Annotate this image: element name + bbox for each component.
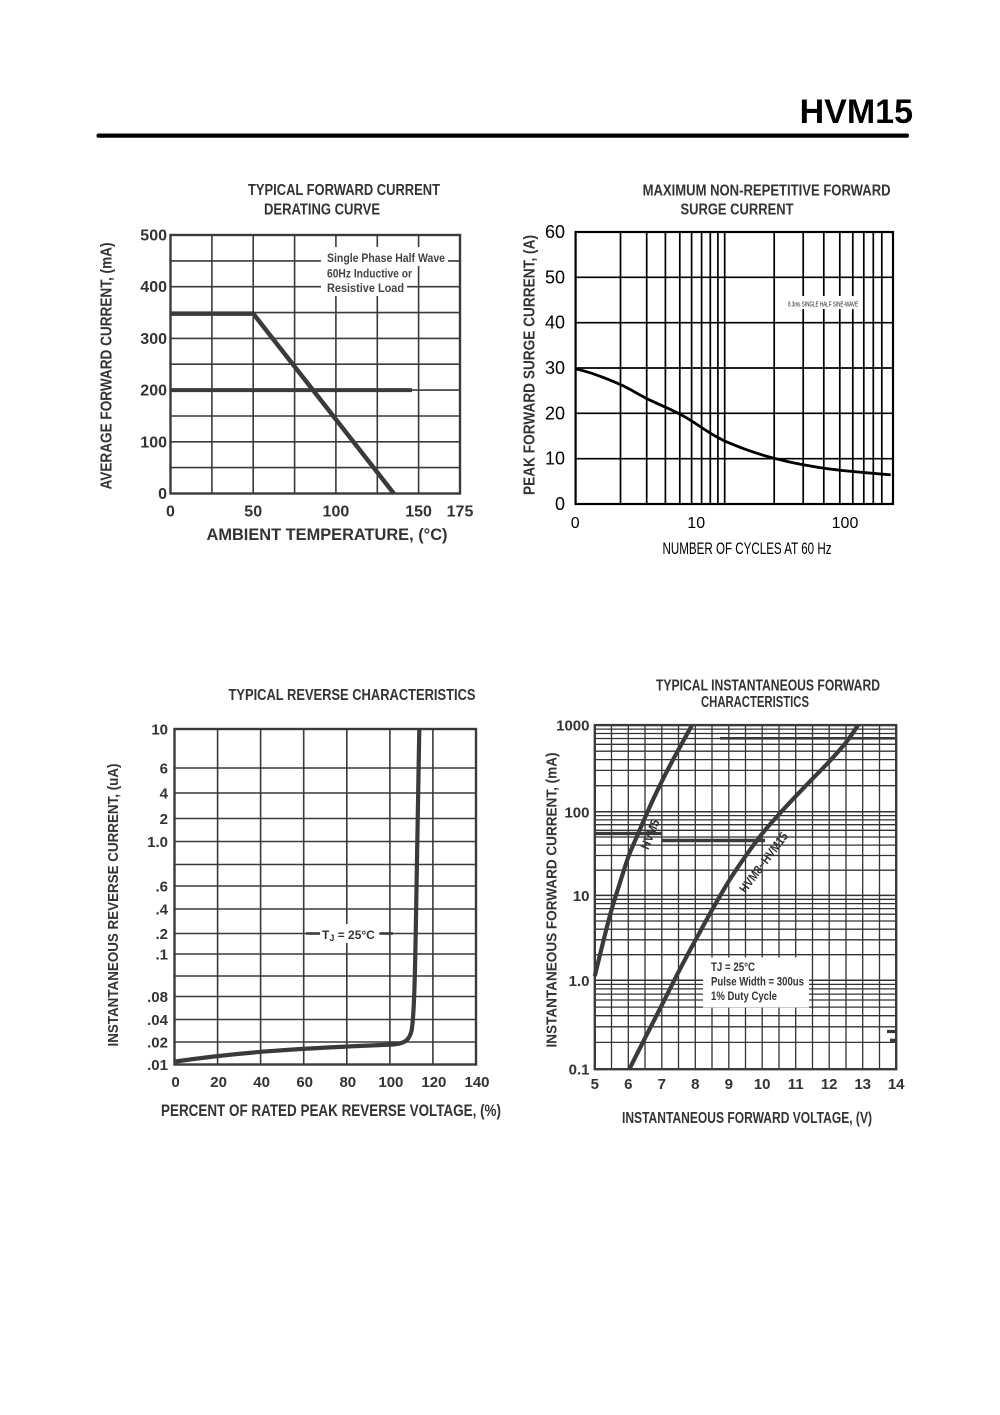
svg-text:PEAK FORWARD SURGE CURRENT, (A: PEAK FORWARD SURGE CURRENT, (A) (522, 235, 539, 495)
svg-text:SURGE CURRENT: SURGE CURRENT (681, 202, 794, 219)
svg-text:INSTANTANEOUS FORWARD VOLTAGE,: INSTANTANEOUS FORWARD VOLTAGE, (V) (622, 1110, 872, 1127)
svg-text:400: 400 (140, 279, 167, 296)
svg-text:TJ = 25°C: TJ = 25°C (711, 962, 755, 974)
svg-text:100: 100 (323, 504, 350, 521)
svg-text:TYPICAL INSTANTANEOUS FORWARD: TYPICAL INSTANTANEOUS FORWARD (656, 678, 880, 695)
svg-text:50: 50 (244, 504, 262, 521)
svg-text:DERATING CURVE: DERATING CURVE (264, 202, 380, 219)
svg-text:1000: 1000 (556, 718, 589, 735)
svg-text:80: 80 (339, 1074, 356, 1091)
svg-text:1% Duty Cycle: 1% Duty Cycle (711, 991, 777, 1003)
svg-text:.4: .4 (155, 902, 168, 919)
svg-text:13: 13 (854, 1076, 871, 1093)
svg-text:10: 10 (754, 1076, 771, 1093)
svg-text:30: 30 (545, 358, 565, 378)
svg-text:175: 175 (447, 504, 474, 521)
svg-text:40: 40 (253, 1074, 270, 1091)
svg-text:140: 140 (464, 1074, 489, 1091)
svg-text:100: 100 (832, 515, 859, 532)
svg-text:0: 0 (555, 494, 565, 514)
svg-text:14: 14 (888, 1076, 905, 1093)
svg-text:2: 2 (160, 811, 168, 828)
svg-text:1.0: 1.0 (569, 973, 590, 990)
svg-text:TJ = 25°C: TJ = 25°C (322, 928, 375, 943)
svg-text:CHARACTERISTICS: CHARACTERISTICS (701, 694, 809, 711)
svg-text:10: 10 (151, 722, 168, 739)
svg-text:100: 100 (140, 434, 167, 451)
svg-text:.2: .2 (155, 926, 168, 943)
svg-text:0: 0 (571, 515, 580, 532)
svg-text:7: 7 (658, 1076, 666, 1093)
svg-text:TYPICAL FORWARD CURRENT: TYPICAL FORWARD CURRENT (248, 182, 440, 199)
svg-text:NUMBER OF CYCLES AT 60 Hz: NUMBER OF CYCLES AT 60 Hz (663, 539, 832, 558)
svg-text:60: 60 (296, 1074, 313, 1091)
svg-text:60Hz Inductive or: 60Hz Inductive or (327, 269, 412, 281)
svg-text:MAXIMUM NON-REPETITIVE FORWARD: MAXIMUM NON-REPETITIVE FORWARD (643, 183, 891, 200)
svg-text:300: 300 (140, 331, 167, 348)
svg-text:0: 0 (171, 1074, 179, 1091)
svg-text:10: 10 (687, 515, 705, 532)
svg-text:.6: .6 (155, 879, 168, 896)
svg-text:INSTANTANEOUS REVERSE CURRENT,: INSTANTANEOUS REVERSE CURRENT, (uA) (105, 764, 122, 1047)
svg-text:Single Phase Half Wave: Single Phase Half Wave (327, 253, 445, 265)
svg-text:8.3ms SINGLE HALF SINE-WAVE: 8.3ms SINGLE HALF SINE-WAVE (788, 300, 858, 309)
svg-text:.04: .04 (147, 1012, 169, 1029)
svg-text:0: 0 (158, 486, 167, 503)
svg-text:.02: .02 (147, 1035, 168, 1052)
svg-text:AMBIENT TEMPERATURE, (°C): AMBIENT TEMPERATURE, (°C) (207, 525, 448, 544)
svg-text:120: 120 (421, 1074, 446, 1091)
svg-text:.1: .1 (155, 947, 168, 964)
svg-text:PERCENT OF RATED PEAK REVERSE: PERCENT OF RATED PEAK REVERSE VOLTAGE, (… (161, 1101, 501, 1120)
svg-text:Resistive Load: Resistive Load (327, 283, 404, 295)
svg-text:150: 150 (405, 504, 432, 521)
svg-text:11: 11 (788, 1076, 804, 1093)
svg-text:10: 10 (545, 449, 565, 469)
svg-text:1.0: 1.0 (147, 834, 168, 851)
svg-text:TYPICAL REVERSE CHARACTERISTIC: TYPICAL REVERSE CHARACTERISTICS (229, 687, 476, 704)
svg-text:.01: .01 (147, 1057, 168, 1074)
svg-text:100: 100 (378, 1074, 403, 1091)
svg-text:6: 6 (624, 1076, 632, 1093)
svg-text:AVERAGE FORWARD CURRENT, (mA): AVERAGE FORWARD CURRENT, (mA) (99, 243, 116, 490)
svg-text:9: 9 (725, 1076, 733, 1093)
svg-text:INSTANTANEOUS FORWARD CURRENT,: INSTANTANEOUS FORWARD CURRENT, (mA) (544, 753, 561, 1048)
svg-text:5: 5 (591, 1076, 599, 1093)
svg-text:HVM15: HVM15 (800, 93, 913, 131)
svg-text:200: 200 (140, 383, 167, 400)
svg-text:40: 40 (545, 313, 565, 333)
svg-text:20: 20 (210, 1074, 227, 1091)
svg-text:500: 500 (140, 228, 167, 245)
svg-text:Pulse Width = 300us: Pulse Width = 300us (711, 977, 804, 989)
svg-text:100: 100 (564, 804, 589, 821)
svg-text:4: 4 (160, 786, 169, 803)
svg-text:12: 12 (821, 1076, 838, 1093)
svg-text:60: 60 (545, 222, 565, 242)
svg-text:50: 50 (545, 267, 565, 287)
svg-text:.08: .08 (147, 989, 168, 1006)
svg-text:8: 8 (691, 1076, 699, 1093)
svg-text:20: 20 (545, 403, 565, 423)
svg-text:10: 10 (573, 888, 590, 905)
svg-text:0.1: 0.1 (569, 1062, 590, 1079)
svg-text:0: 0 (166, 504, 175, 521)
svg-text:6: 6 (160, 761, 168, 778)
